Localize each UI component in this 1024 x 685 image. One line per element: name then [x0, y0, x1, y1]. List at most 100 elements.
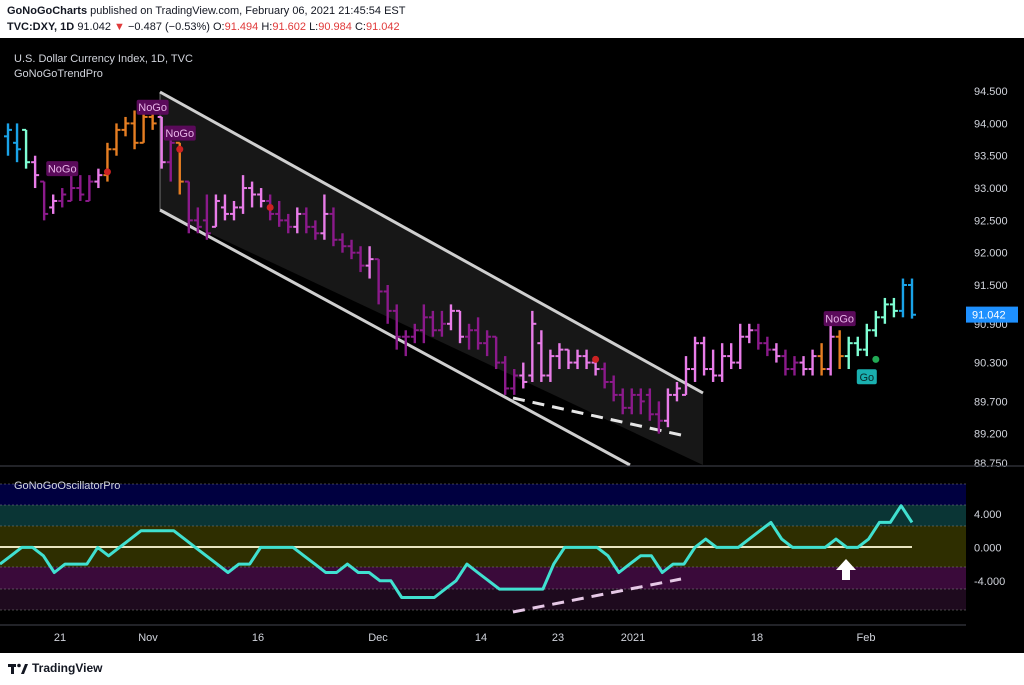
- price-bar: [67, 175, 76, 202]
- price-bar: [645, 388, 654, 421]
- price-bar: [392, 304, 401, 350]
- price-bar: [663, 388, 672, 428]
- price-bar: [537, 330, 546, 382]
- price-bar: [329, 207, 338, 247]
- price-bar: [437, 310, 446, 337]
- osc-tick-label: -4.000: [974, 576, 1005, 588]
- price-bar: [401, 330, 410, 357]
- price-bar: [121, 116, 130, 137]
- price-bar: [546, 349, 555, 382]
- price-bar: [862, 323, 871, 357]
- price-bar: [193, 207, 202, 234]
- last-price-marker: [966, 306, 1018, 323]
- price-tick-label: 90.300: [974, 358, 1008, 370]
- price-axis[interactable]: 94.500 94.000 93.500 93.000 92.500 92.000 91.5…: [966, 38, 1024, 470]
- nogo-label: NoGo: [46, 161, 79, 177]
- time-tick-label: Feb: [857, 632, 876, 644]
- price-tick-label: 93.500: [974, 151, 1008, 163]
- high-label: H:: [261, 21, 273, 33]
- price-bar: [700, 336, 709, 376]
- tradingview-logo-text: TradingView: [32, 661, 103, 675]
- price-bar: [889, 297, 898, 318]
- price-bar: [564, 348, 573, 370]
- price-bar: [817, 343, 826, 376]
- price-tick-label: 94.000: [974, 118, 1008, 130]
- price-bar: [682, 356, 690, 396]
- price-bar: [510, 369, 519, 395]
- price-bar: [284, 213, 293, 234]
- price-bar: [211, 194, 220, 228]
- tradingview-logo-icon: [8, 663, 28, 674]
- price-bar: [898, 278, 907, 318]
- oscillator-divergence-line[interactable]: [512, 577, 682, 614]
- signal-dot: [592, 355, 600, 363]
- chart-canvas[interactable]: NoGo NoGo NoGo NoGo Go 94.500 94.000 93.500 93.…: [0, 38, 1024, 653]
- price-bar: [636, 388, 645, 415]
- oscillator-line[interactable]: [0, 504, 914, 599]
- price-bar: [763, 336, 772, 357]
- price-bar: [528, 310, 537, 382]
- oscillator-axis[interactable]: 4.000 0.000 -4.000: [966, 467, 1024, 627]
- high-value: 91.602: [272, 21, 306, 33]
- price-bar: [808, 349, 817, 376]
- price-bar: [826, 323, 835, 376]
- price-bar: [275, 200, 284, 227]
- price-bar: [736, 323, 745, 370]
- price-bar: [609, 375, 618, 402]
- price-bar: [410, 323, 419, 344]
- price-bar: [492, 335, 501, 370]
- author-name[interactable]: GoNoGoCharts: [7, 5, 88, 17]
- price-bar: [49, 194, 58, 214]
- low-label: L:: [309, 21, 319, 33]
- open-value: 91.494: [224, 21, 259, 33]
- osc-axis-bg: [966, 467, 1024, 627]
- publisher-line: GoNoGoCharts published on TradingView.co…: [7, 5, 405, 17]
- price-bar: [31, 155, 40, 189]
- price-bar: [754, 323, 763, 350]
- price-bar: [365, 246, 374, 279]
- price-tick-label: 91.500: [974, 280, 1008, 292]
- price-bar: [745, 323, 754, 344]
- price-tick-label: 92.000: [974, 248, 1008, 260]
- price-bar: [58, 188, 67, 208]
- price-bar: [654, 401, 663, 434]
- price-tick-label: 88.750: [974, 458, 1008, 470]
- price-bar: [446, 304, 455, 331]
- oscillator-title: GoNoGoOscillatorPro: [14, 480, 120, 492]
- channel-lower-line[interactable]: [159, 208, 631, 467]
- time-axis[interactable]: 21 Nov 16 Dec 14 23 2021 18 Feb: [0, 624, 966, 644]
- price-bar: [4, 123, 12, 156]
- oscillator-pane[interactable]: 4.000 0.000 -4.000 GoNoGoOscillatorPro: [0, 467, 1024, 627]
- price-bar: [383, 285, 392, 324]
- price-pane[interactable]: NoGo NoGo NoGo NoGo Go 94.500 94.000 93.500 93.…: [4, 38, 1024, 470]
- price-bars: [4, 104, 916, 434]
- price-bar: [790, 356, 799, 376]
- price-bar: [230, 200, 238, 221]
- price-bar: [239, 175, 248, 214]
- price-bar: [220, 194, 229, 221]
- price-bar: [573, 349, 582, 370]
- price-bar: [22, 128, 31, 169]
- price-bar: [302, 207, 311, 234]
- price-support-line[interactable]: [512, 396, 682, 437]
- channel-fill: [160, 92, 703, 465]
- price-bar: [727, 343, 736, 370]
- channel-upper-line[interactable]: [159, 90, 704, 395]
- price-bar: [618, 388, 627, 415]
- nogo-label: NoGo: [823, 311, 856, 327]
- tradingview-logo[interactable]: TradingView: [8, 661, 102, 675]
- trend-label-text: NoGo: [825, 314, 854, 326]
- trend-label-text: NoGo: [48, 164, 77, 176]
- price-bar: [202, 194, 211, 240]
- last-price: 91.042: [77, 21, 111, 33]
- trend-label-text: NoGo: [138, 102, 167, 114]
- time-tick-label: Nov: [138, 632, 158, 644]
- up-arrow-icon: [836, 559, 856, 580]
- price-bar: [76, 175, 85, 201]
- price-bar: [871, 310, 880, 337]
- price-bar: [130, 110, 139, 150]
- published-text: published on TradingView.com, February 0…: [90, 5, 406, 17]
- ohlc-line: TVC:DXY, 1D 91.042 ▼ −0.487 (−0.53%) O:9…: [7, 21, 400, 33]
- close-value: 91.042: [365, 21, 400, 33]
- price-bar: [908, 278, 916, 319]
